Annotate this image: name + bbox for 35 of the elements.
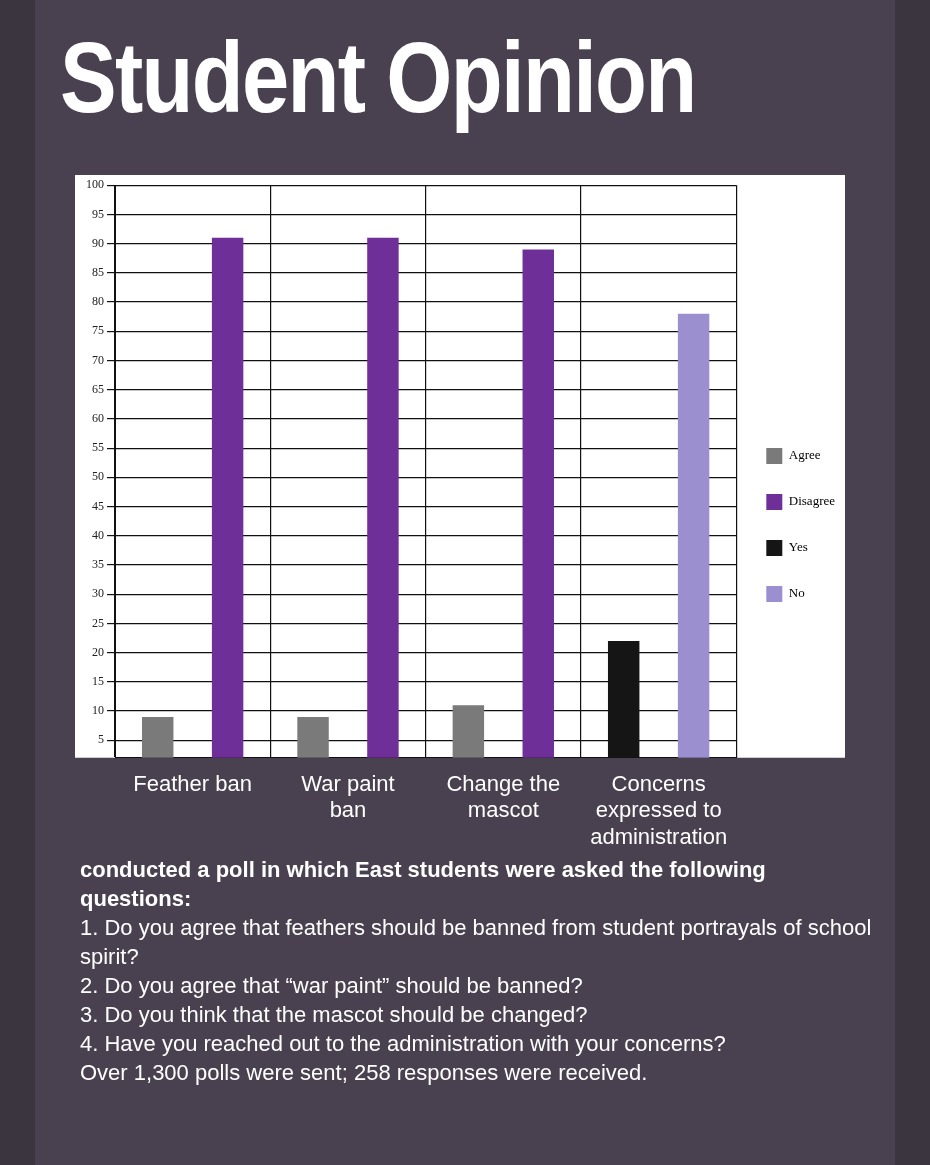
y-tick-label: 45 [92, 498, 104, 513]
y-tick-label: 90 [92, 235, 104, 250]
legend-label: Agree [788, 447, 821, 463]
y-tick-label: 85 [92, 265, 104, 279]
chart-title: Student Opinion [60, 20, 696, 135]
text: 1. Do you agree that feathers should be banned from student portrayals of school spirit? [80, 914, 873, 971]
y-tick-label: 35 [92, 557, 104, 572]
x-tick-label: Feather ban [133, 771, 252, 797]
legend-label: No [788, 585, 805, 601]
y-tick-label: 95 [92, 206, 104, 221]
y-tick-label: 40 [92, 527, 104, 542]
legend-label: Yes [788, 539, 808, 555]
y-tick-label: 80 [92, 294, 104, 309]
y-tick-label: 55 [92, 440, 104, 455]
y-tick-label: 25 [92, 615, 104, 630]
text: 2. Do you agree that “war paint” should be banned? [80, 972, 584, 1000]
text: conducted a poll in which East students were asked the following questions: [80, 856, 767, 913]
x-tick-label: Change the mascot [446, 771, 561, 823]
y-tick-label: 70 [92, 352, 104, 367]
y-tick-label: 5 [98, 732, 104, 747]
y-tick-label: 50 [92, 469, 104, 484]
y-tick-label: 15 [92, 674, 104, 688]
x-tick-label: War paint ban [301, 771, 395, 823]
text: Over 1,300 polls were sent; 258 responses were received. [80, 1059, 649, 1087]
y-tick-label: 65 [92, 381, 104, 396]
text: 4. Have you reached out to the administration with your concerns? [80, 1030, 727, 1058]
y-tick-label: 100 [86, 177, 104, 192]
y-tick-label: 60 [92, 411, 104, 426]
x-tick-label: Concerns expressed to administration [590, 771, 728, 849]
y-tick-label: 10 [92, 703, 104, 718]
y-tick-label: 75 [92, 323, 104, 338]
legend-label: Disagree [788, 493, 836, 509]
y-tick-label: 30 [92, 586, 104, 601]
text: 3. Do you think that the mascot should be changed? [80, 1001, 589, 1029]
y-tick-label: 20 [92, 644, 104, 659]
